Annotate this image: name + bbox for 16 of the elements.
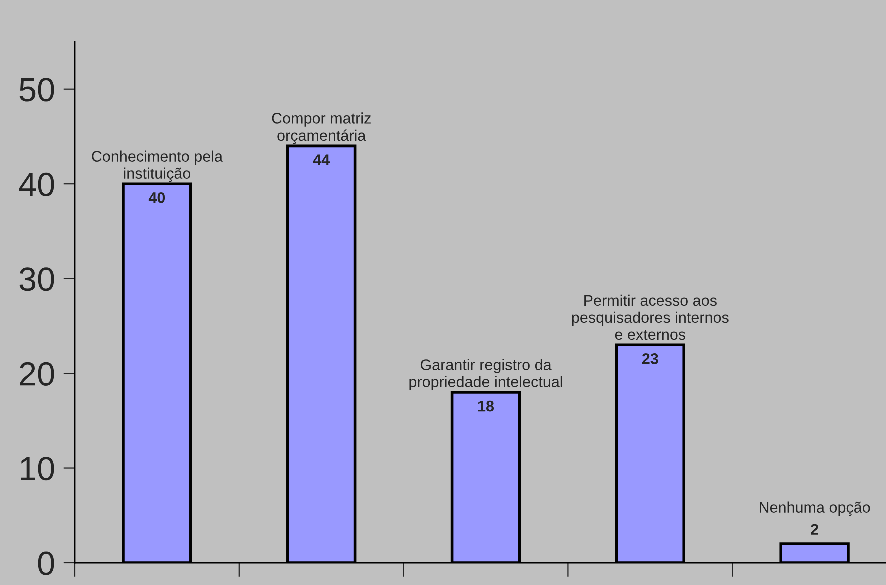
y-tick-label: 0 xyxy=(38,552,54,576)
data-label: 18 xyxy=(478,400,494,412)
x-tick-label: Compor matriz orçamentária xyxy=(272,112,371,144)
y-tick-label: 50 xyxy=(20,78,54,102)
data-label: 2 xyxy=(811,524,818,535)
x-tick-label: Permitir acesso aos pesquisadores internos e externos xyxy=(572,294,729,340)
x-tick-label: Garantir registro da propriedade intelectual xyxy=(410,359,562,390)
data-label: 40 xyxy=(148,192,166,204)
x-tick-label: Conhecimento pela instituição xyxy=(92,150,224,182)
y-tick-label: 10 xyxy=(21,457,54,481)
y-tick-label: 40 xyxy=(19,172,54,196)
y-tick-label: 30 xyxy=(20,268,54,292)
x-tick-label: Nenhuma opção xyxy=(760,502,870,516)
data-label: 44 xyxy=(313,154,330,166)
y-tick-label: 20 xyxy=(20,362,54,386)
data-label: 23 xyxy=(642,354,658,364)
